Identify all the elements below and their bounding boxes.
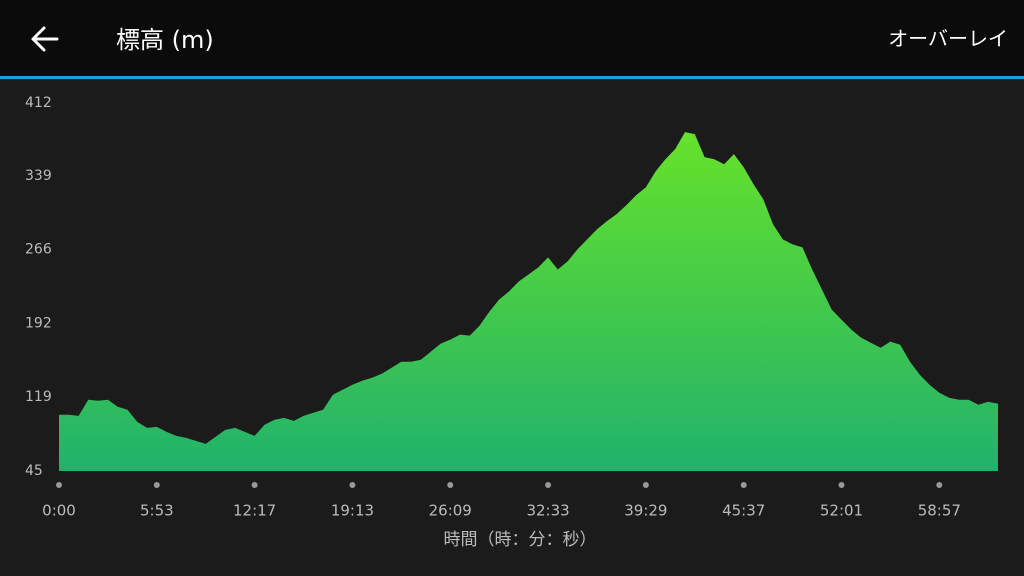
x-tick-label: 45:37: [722, 502, 765, 520]
x-tick-label: 19:13: [331, 502, 374, 520]
app-bar: [0, 0, 1024, 76]
back-arrow: [31, 26, 59, 52]
y-tick-label: 45: [25, 463, 43, 479]
back-button[interactable]: [31, 26, 59, 52]
y-tick-label: 119: [25, 389, 52, 405]
x-tick-label: 0:00: [42, 502, 76, 520]
x-tick-label: 12:17: [233, 502, 276, 520]
app-bar-accent: [0, 76, 1024, 79]
x-tick-dot: [642, 482, 649, 488]
x-tick-label: 5:53: [140, 502, 174, 520]
y-tick-label: 339: [25, 168, 52, 184]
y-tick-label: 192: [25, 316, 52, 332]
x-tick-label: 32:33: [526, 502, 569, 520]
x-tick-label: 58:57: [918, 502, 961, 520]
x-tick-label: 52:01: [820, 502, 863, 520]
x-axis-label: 時間（時：分：秒）: [444, 530, 597, 550]
x-tick-dot: [251, 482, 258, 488]
x-tick-dot: [349, 482, 356, 488]
x-tick-dot: [56, 482, 62, 488]
x-tick-dot: [838, 482, 845, 488]
x-tick-dot: [153, 482, 160, 488]
x-tick-dot: [447, 482, 454, 488]
y-tick-label: 266: [25, 241, 52, 257]
elevation-area: [59, 132, 998, 471]
x-tick-label: 26:09: [429, 502, 472, 520]
x-tick-dot: [936, 482, 943, 488]
x-tick-label: 39:29: [624, 502, 667, 520]
overlay-button[interactable]: オーバーレイ: [888, 27, 1008, 51]
page-title: 標高 (m): [116, 26, 214, 54]
x-tick-dot: [545, 482, 552, 488]
x-tick-dot: [740, 482, 747, 488]
y-tick-label: 412: [25, 95, 52, 111]
